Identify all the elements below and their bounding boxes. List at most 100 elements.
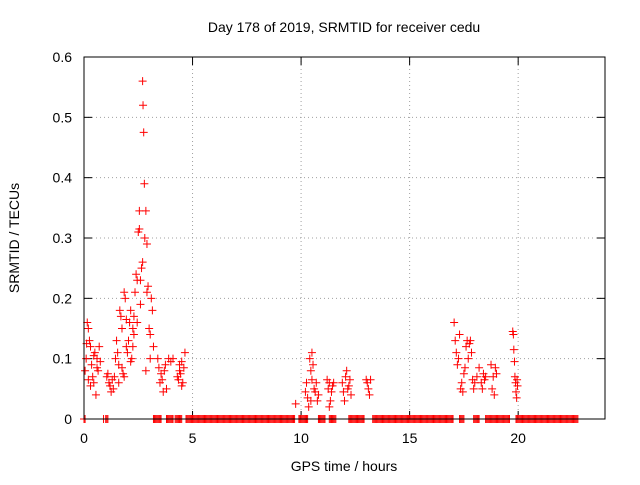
data-point bbox=[132, 270, 141, 279]
data-point bbox=[112, 336, 121, 345]
data-point bbox=[366, 375, 375, 384]
y-tick-label: 0.3 bbox=[53, 230, 73, 246]
data-point bbox=[91, 390, 100, 399]
data-point bbox=[122, 315, 131, 324]
data-point bbox=[103, 369, 112, 378]
data-point bbox=[301, 387, 310, 396]
data-point bbox=[136, 300, 145, 309]
data-point bbox=[325, 402, 334, 411]
data-point bbox=[160, 366, 169, 375]
data-point bbox=[83, 318, 92, 327]
data-point bbox=[147, 294, 156, 303]
data-point bbox=[120, 288, 129, 297]
data-point bbox=[117, 324, 126, 333]
data-point bbox=[488, 384, 497, 393]
data-point bbox=[129, 312, 138, 321]
data-point bbox=[450, 318, 459, 327]
data-point bbox=[144, 282, 153, 291]
data-point bbox=[347, 390, 356, 399]
data-point bbox=[86, 381, 95, 390]
x-tick-label: 0 bbox=[80, 430, 88, 446]
x-tick-label: 20 bbox=[510, 430, 526, 446]
data-point bbox=[139, 128, 148, 137]
data-point bbox=[304, 402, 313, 411]
data-point bbox=[128, 342, 137, 351]
data-point bbox=[307, 375, 316, 384]
x-tick-label: 5 bbox=[189, 430, 197, 446]
data-point bbox=[138, 77, 147, 86]
data-point bbox=[344, 381, 353, 390]
data-point bbox=[329, 378, 338, 387]
data-point bbox=[478, 384, 487, 393]
data-point bbox=[110, 372, 119, 381]
y-tick-label: 0.4 bbox=[53, 170, 73, 186]
data-point bbox=[492, 369, 501, 378]
y-tick-label: 0 bbox=[64, 411, 72, 427]
data-point bbox=[510, 357, 519, 366]
data-point bbox=[179, 363, 188, 372]
data-point bbox=[140, 179, 149, 188]
data-point bbox=[115, 306, 124, 315]
data-point bbox=[89, 351, 98, 360]
data-point bbox=[327, 387, 336, 396]
data-point bbox=[87, 360, 96, 369]
data-point bbox=[487, 360, 496, 369]
data-point bbox=[457, 378, 466, 387]
data-point bbox=[84, 375, 93, 384]
data-points bbox=[80, 77, 582, 423]
data-point bbox=[148, 306, 157, 315]
data-point bbox=[340, 396, 349, 405]
data-point bbox=[464, 354, 473, 363]
data-point bbox=[114, 378, 123, 387]
data-point bbox=[339, 387, 348, 396]
data-point bbox=[146, 330, 155, 339]
data-point bbox=[306, 366, 315, 375]
data-point bbox=[509, 330, 518, 339]
data-point bbox=[176, 369, 185, 378]
data-point bbox=[128, 324, 137, 333]
data-point bbox=[111, 354, 120, 363]
data-point bbox=[490, 390, 499, 399]
data-point bbox=[126, 306, 135, 315]
grid-lines bbox=[84, 57, 605, 419]
data-point bbox=[82, 354, 91, 363]
data-point bbox=[129, 330, 138, 339]
data-point bbox=[364, 384, 373, 393]
chart-title: Day 178 of 2019, SRMTID for receiver ced… bbox=[208, 19, 480, 35]
data-point bbox=[141, 206, 150, 215]
data-point bbox=[451, 336, 460, 345]
data-point bbox=[113, 348, 122, 357]
data-point bbox=[175, 360, 184, 369]
data-point bbox=[338, 378, 347, 387]
data-point bbox=[109, 384, 118, 393]
data-point bbox=[177, 381, 186, 390]
x-tick-label: 10 bbox=[293, 430, 309, 446]
data-point bbox=[131, 288, 140, 297]
data-point bbox=[511, 387, 520, 396]
data-point bbox=[467, 348, 476, 357]
data-point bbox=[135, 224, 144, 233]
data-point bbox=[469, 384, 478, 393]
data-point bbox=[81, 366, 90, 375]
data-point bbox=[314, 390, 323, 399]
data-point bbox=[306, 396, 315, 405]
data-point bbox=[454, 354, 463, 363]
data-point bbox=[123, 348, 132, 357]
data-point bbox=[140, 234, 149, 242]
data-point bbox=[162, 384, 171, 393]
plot-frame bbox=[83, 56, 606, 420]
data-point bbox=[84, 324, 93, 333]
data-point bbox=[458, 387, 467, 396]
data-point bbox=[455, 330, 464, 339]
y-tick-label: 0.5 bbox=[53, 109, 73, 125]
data-point bbox=[153, 354, 162, 363]
data-point bbox=[342, 366, 351, 375]
data-point bbox=[127, 354, 136, 363]
data-point bbox=[141, 366, 150, 375]
data-point bbox=[453, 360, 462, 369]
data-point bbox=[142, 288, 151, 297]
data-point bbox=[146, 354, 155, 363]
x-axis-label: GPS time / hours bbox=[291, 458, 398, 474]
